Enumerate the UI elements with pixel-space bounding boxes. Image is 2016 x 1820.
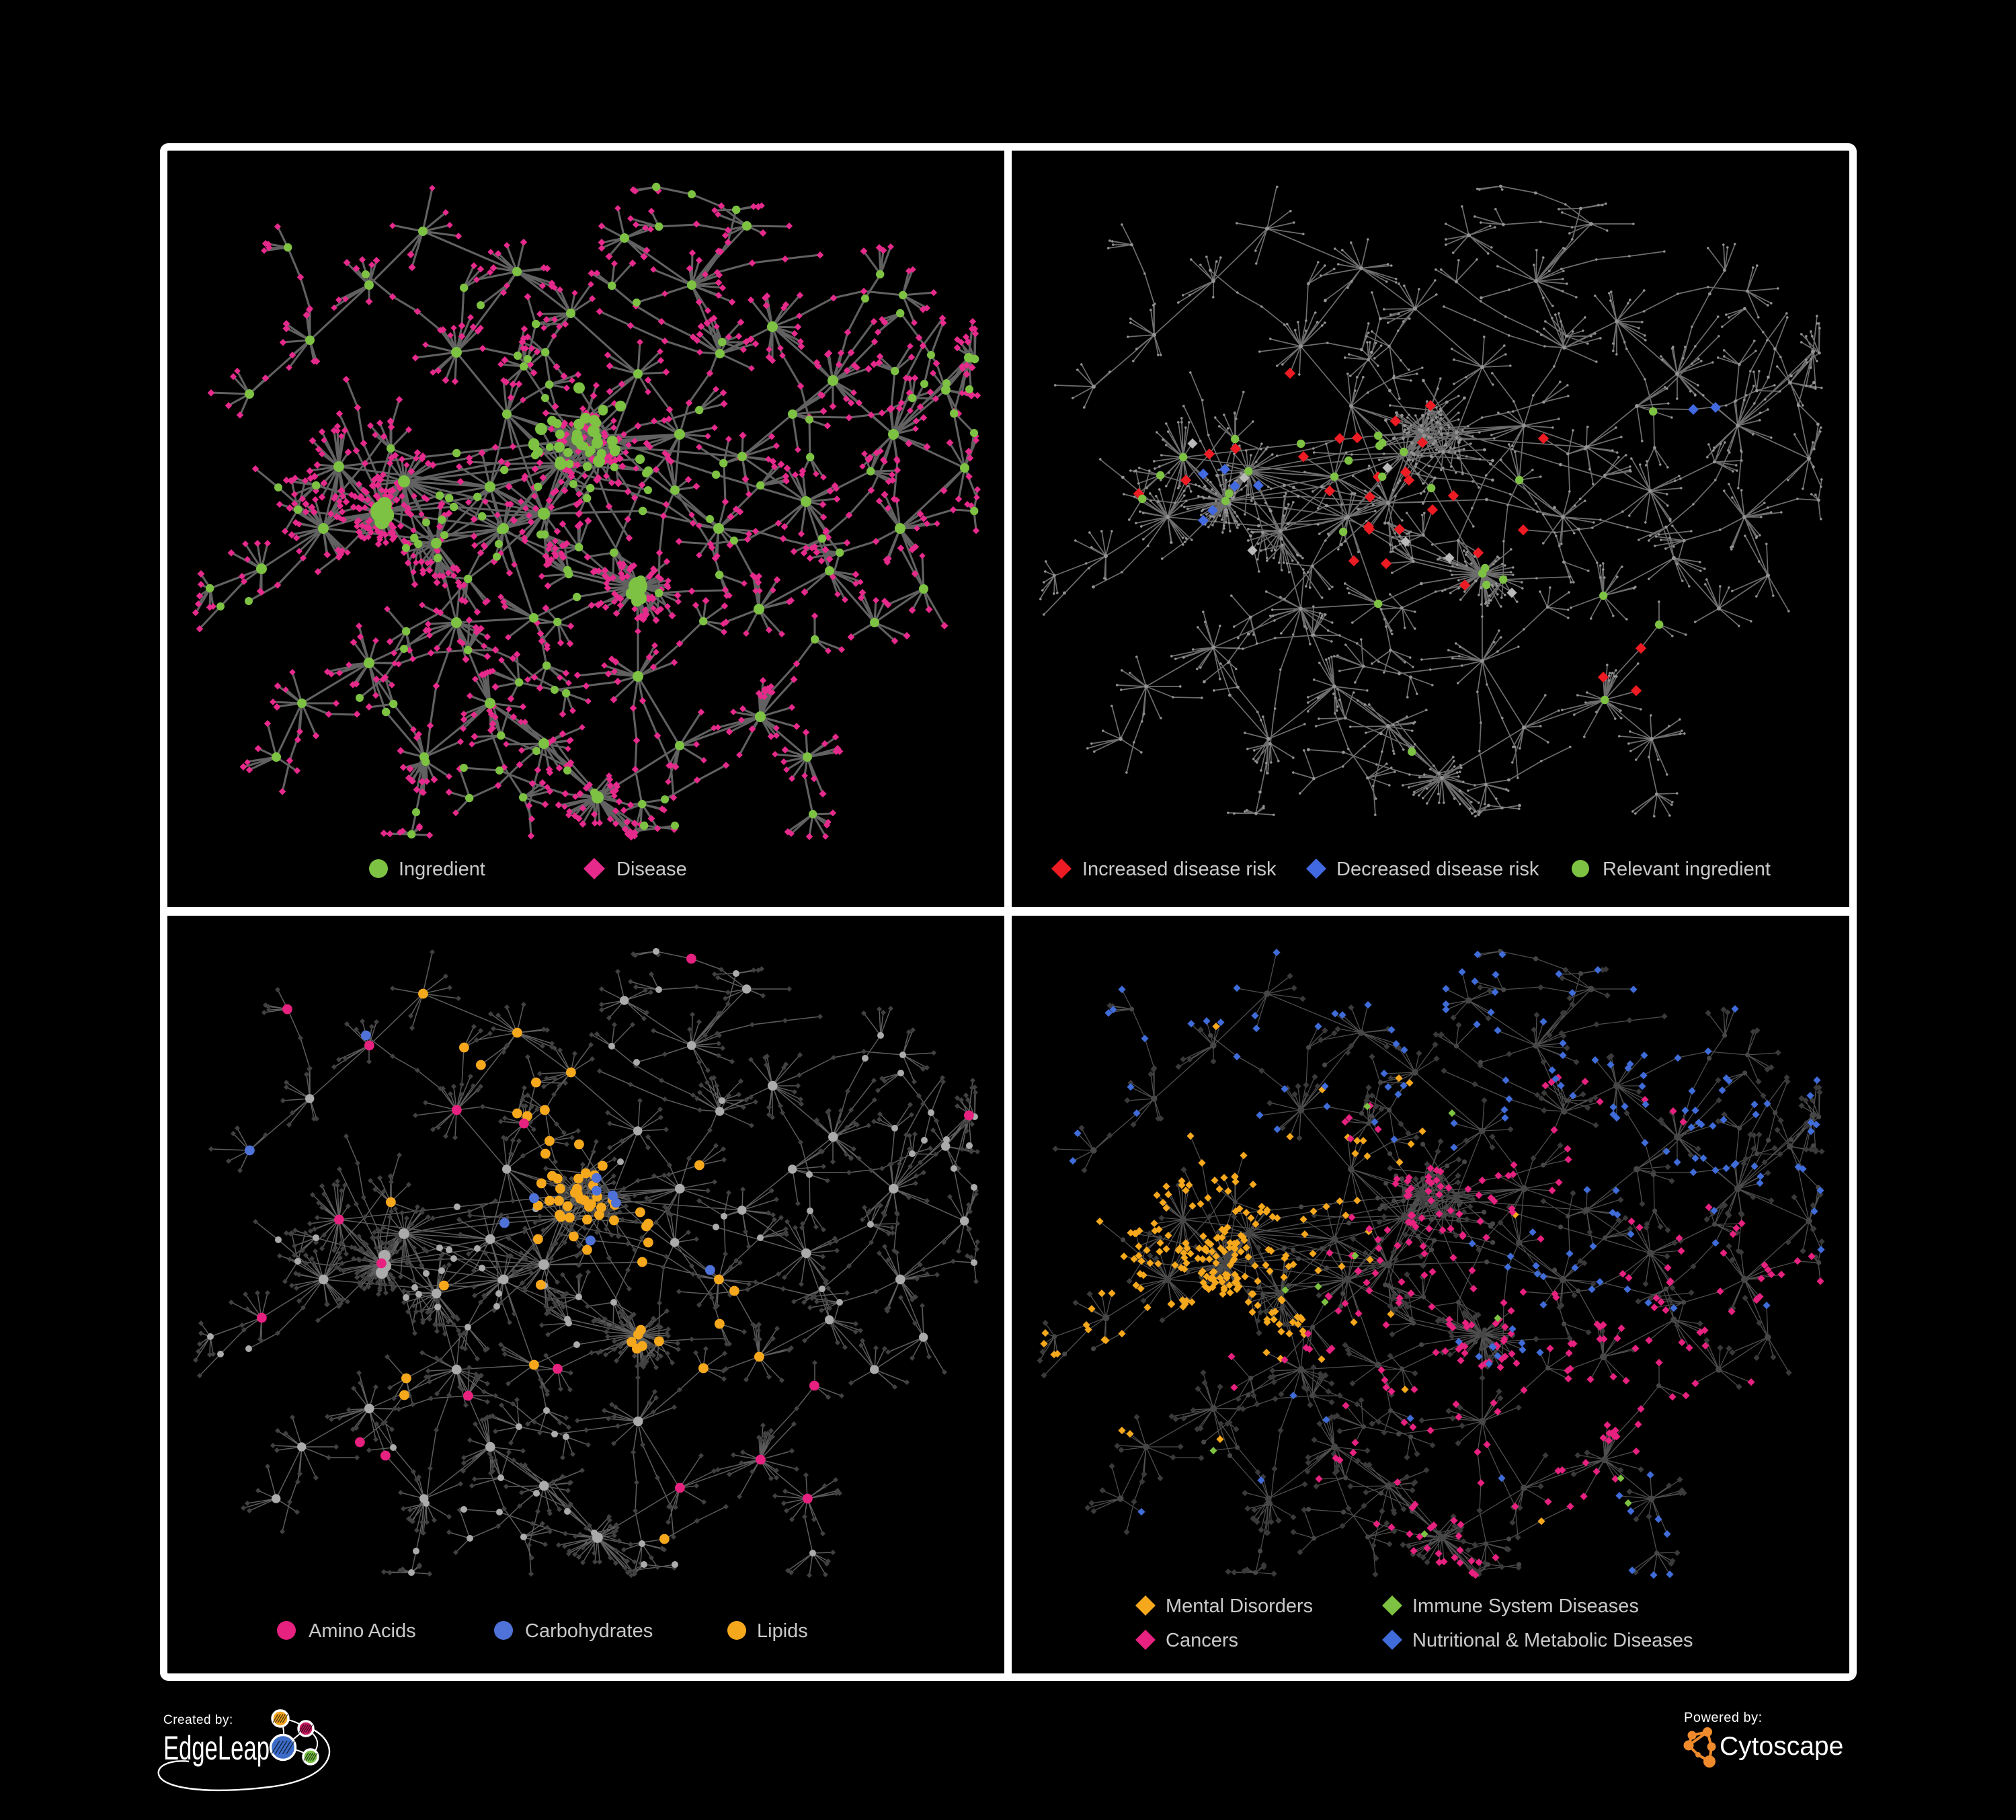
- svg-text:Disease: Disease: [616, 859, 687, 880]
- svg-text:Cancers: Cancers: [1166, 1630, 1238, 1651]
- svg-text:Cytoscape: Cytoscape: [1720, 1732, 1843, 1761]
- svg-text:Powered by:: Powered by:: [1684, 1710, 1763, 1725]
- svg-text:Increased disease risk: Increased disease risk: [1082, 859, 1277, 880]
- svg-text:Created by:: Created by:: [163, 1713, 233, 1727]
- svg-text:Mental Disorders: Mental Disorders: [1166, 1595, 1313, 1617]
- svg-text:Lipids: Lipids: [757, 1620, 808, 1642]
- svg-text:Immune System Diseases: Immune System Diseases: [1412, 1595, 1639, 1617]
- svg-text:Decreased disease risk: Decreased disease risk: [1336, 859, 1539, 880]
- svg-text:Ingredient: Ingredient: [399, 859, 485, 880]
- svg-text:Relevant ingredient: Relevant ingredient: [1603, 859, 1771, 880]
- svg-text:Amino Acids: Amino Acids: [309, 1620, 416, 1642]
- svg-text:Carbohydrates: Carbohydrates: [525, 1620, 653, 1642]
- svg-text:Nutritional & Metabolic Diseas: Nutritional & Metabolic Diseases: [1412, 1630, 1693, 1651]
